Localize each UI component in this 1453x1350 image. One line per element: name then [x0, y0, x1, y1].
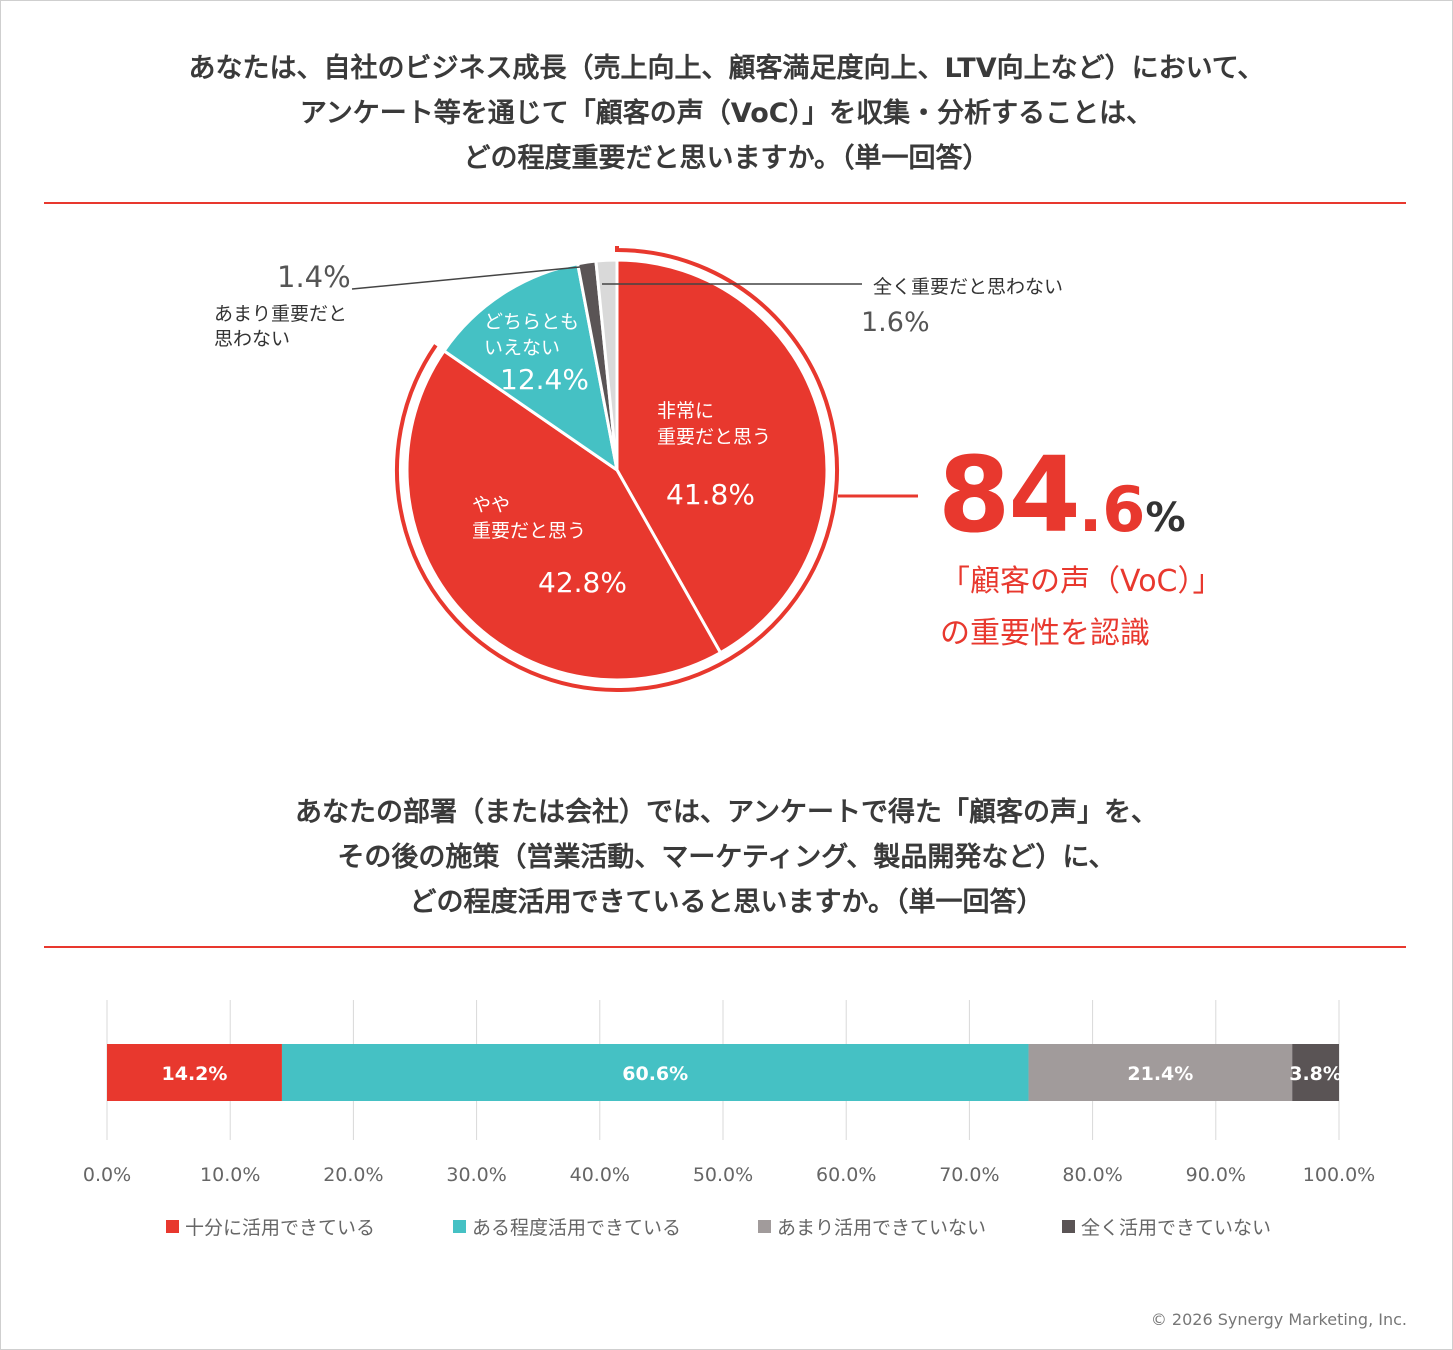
highlight-arc	[395, 246, 839, 692]
slice-label-not-very-line2: 思わない	[214, 328, 291, 350]
bar-data-label: 14.2%	[162, 1063, 228, 1085]
slice-value-not-at-all: 1.6%	[861, 307, 930, 338]
pie-slice-neutral	[441, 261, 620, 474]
slice-value-not-very: 1.4%	[277, 260, 351, 294]
legend-label-rarely: あまり活用できていない	[777, 1217, 987, 1239]
bar-seg-full	[107, 1044, 282, 1101]
x-tick-label: 80.0%	[1062, 1164, 1122, 1186]
x-tick-label: 50.0%	[693, 1164, 753, 1186]
question1-line1: あなたは、自社のビジネス成長（売上向上、顧客満足度向上、LTV向上など）において…	[188, 53, 1265, 84]
highlight-total: 84.6%	[938, 434, 1186, 556]
legend-item-not-at-all: 全く活用できていない	[1062, 1213, 1271, 1240]
bar-data-label: 3.8%	[1289, 1063, 1342, 1085]
x-tick-label: 70.0%	[939, 1164, 999, 1186]
slice-value-somewhat-important: 42.8%	[538, 566, 627, 599]
question2-line1: あなたの部署（または会社）では、アンケートで得た「顧客の声」を、	[295, 797, 1158, 828]
slice-label-not-very-line1: あまり重要だと	[214, 303, 348, 325]
question2-title: あなたの部署（または会社）では、アンケートで得た「顧客の声」を、 その後の施策（…	[0, 790, 1453, 925]
x-tick-label: 60.0%	[816, 1164, 876, 1186]
highlight-caption-line2: の重要性を認識	[940, 616, 1150, 651]
highlight-total-unit: %	[1145, 495, 1186, 541]
highlight-total-int: 84	[938, 434, 1081, 556]
slice-label-neutral: どちらとも いえない	[484, 309, 579, 361]
slice-label-somewhat-important-line1: やや	[472, 494, 511, 516]
slice-label-somewhat-important-line2: 重要だと思う	[472, 520, 587, 542]
highlight-caption-line1: 「顧客の声（VoC）」	[940, 564, 1223, 599]
question2-line2: その後の施策（営業活動、マーケティング、製品開発など）に、	[337, 842, 1116, 873]
legend-item-partial: ある程度活用できている	[453, 1213, 681, 1240]
x-tick-label: 100.0%	[1303, 1164, 1375, 1186]
pie-slice-very-important	[615, 258, 829, 655]
bar-seg-partial	[281, 1044, 1029, 1101]
pie-slice-somewhat-important	[405, 348, 723, 682]
legend-label-full: 十分に活用できている	[185, 1217, 376, 1239]
x-tick-label: 30.0%	[446, 1164, 506, 1186]
question1-divider	[44, 202, 1406, 204]
legend-swatch-not-at-all	[1062, 1220, 1075, 1233]
bar-data-label: 21.4%	[1127, 1063, 1193, 1085]
pie-chart	[351, 246, 918, 692]
pie-slice-not-at-all	[594, 258, 619, 471]
legend-label-not-at-all: 全く活用できていない	[1081, 1217, 1272, 1239]
x-tick-label: 20.0%	[323, 1164, 383, 1186]
slice-label-neutral-line2: いえない	[484, 337, 561, 359]
bar-seg-rarely	[1028, 1044, 1293, 1101]
x-tick-label: 0.0%	[83, 1164, 131, 1186]
bar-seg-not-at-all	[1292, 1044, 1339, 1101]
x-tick-label: 40.0%	[570, 1164, 630, 1186]
slice-label-not-very: あまり重要だと 思わない	[214, 302, 347, 352]
legend-item-rarely: あまり活用できていない	[758, 1213, 986, 1240]
slice-label-not-at-all: 全く重要だと思わない	[873, 276, 1064, 298]
slice-label-somewhat-important: やや 重要だと思う	[472, 492, 586, 544]
slice-label-very-important-line2: 重要だと思う	[657, 426, 772, 448]
slice-value-neutral: 12.4%	[500, 363, 589, 396]
leader-not-very	[351, 266, 581, 290]
legend-swatch-partial	[453, 1220, 466, 1233]
legend-label-partial: ある程度活用できている	[472, 1217, 682, 1239]
highlight-total-dec: .6	[1078, 473, 1146, 546]
legend-swatch-rarely	[758, 1220, 771, 1233]
copyright: © 2026 Synergy Marketing, Inc.	[1150, 1310, 1407, 1329]
x-tick-label: 90.0%	[1186, 1164, 1246, 1186]
question1-line3: どの程度重要だと思いますか。（単一回答）	[463, 143, 990, 174]
legend-item-full: 十分に活用できている	[166, 1213, 375, 1240]
slice-label-very-important-line1: 非常に	[657, 400, 715, 422]
slice-label-neutral-line1: どちらとも	[484, 311, 580, 333]
legend-swatch-full	[166, 1220, 179, 1233]
slice-value-very-important: 41.8%	[666, 478, 755, 511]
bar-data-label: 60.6%	[622, 1063, 688, 1085]
slice-label-very-important: 非常に 重要だと思う	[657, 398, 771, 450]
question2-line3: どの程度活用できていると思いますか。（単一回答）	[409, 887, 1044, 918]
question1-line2: アンケート等を通じて「顧客の声（VoC）」を収集・分析することは、	[299, 98, 1154, 129]
question1-title: あなたは、自社のビジネス成長（売上向上、顧客満足度向上、LTV向上など）において…	[0, 46, 1453, 181]
question2-divider	[44, 946, 1406, 948]
stacked-bar-chart: 14.2% 60.6% 21.4% 3.8% 0.0% 10.0% 20.0% 30.0% 4…	[83, 1000, 1375, 1186]
x-tick-label: 10.0%	[200, 1164, 260, 1186]
